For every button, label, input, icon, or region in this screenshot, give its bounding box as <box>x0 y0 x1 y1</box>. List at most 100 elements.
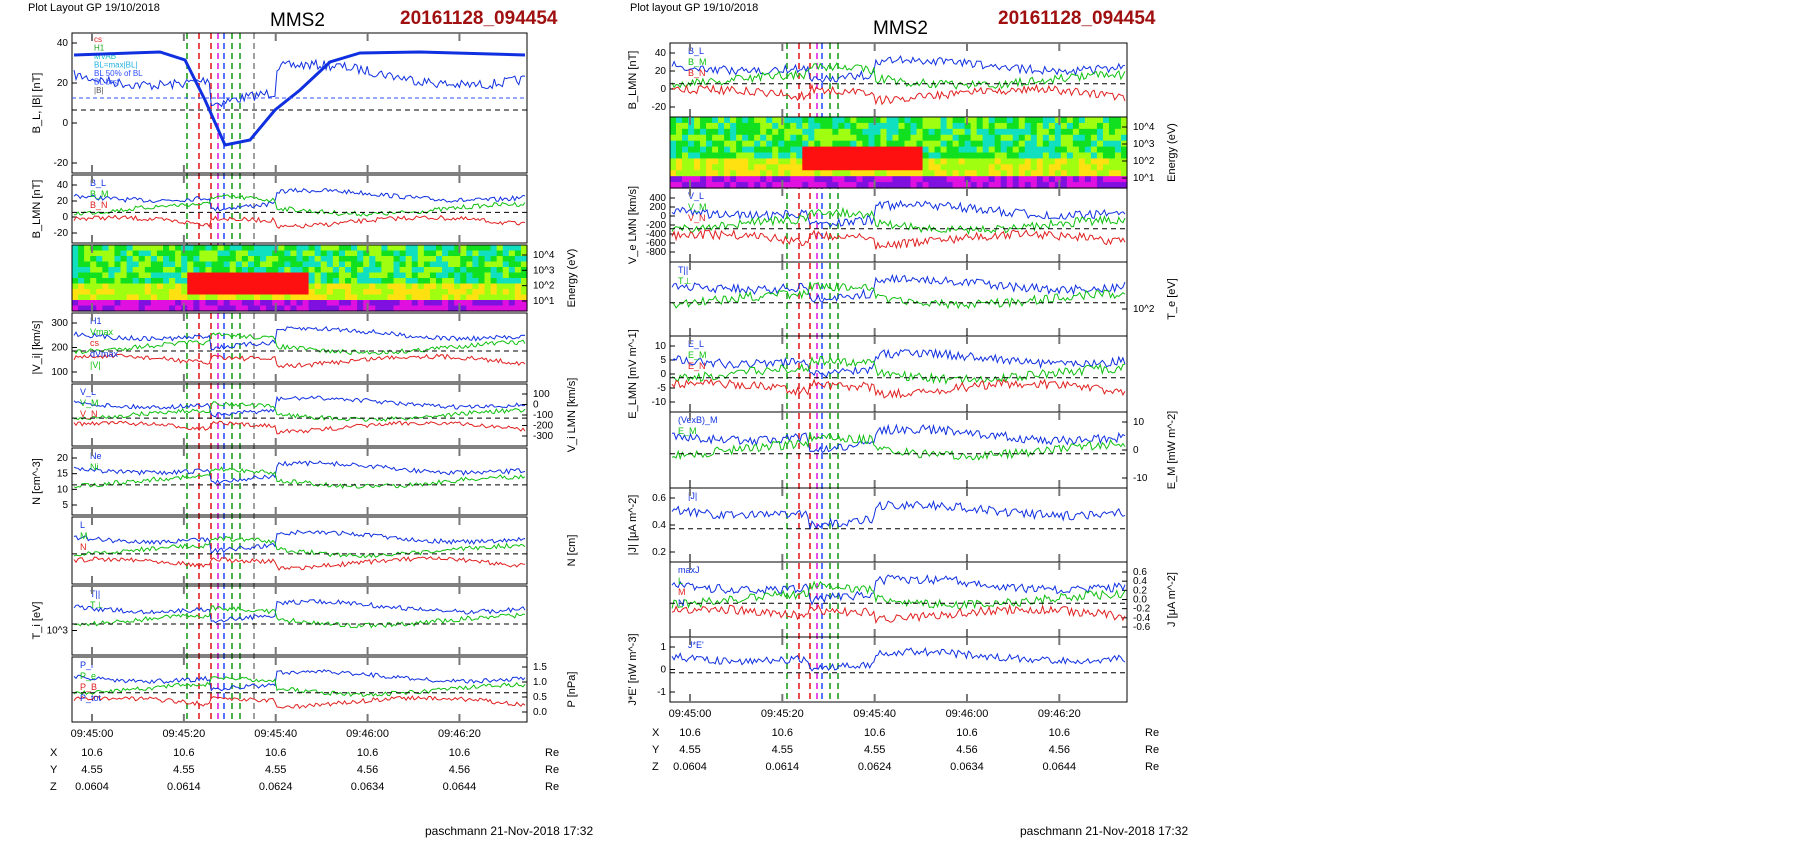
spectrogram-cell <box>1090 176 1098 183</box>
spectrogram-cell <box>520 272 528 279</box>
spectrogram-cell <box>90 250 97 257</box>
spectrogram-cell <box>78 261 85 268</box>
spectrogram-cell <box>296 289 304 296</box>
spectrogram-cell <box>423 256 431 263</box>
legend-entry: H1 <box>94 44 105 53</box>
spectrogram-cell <box>326 305 334 312</box>
spectrogram-cell <box>472 250 480 257</box>
spectrogram-cell <box>682 152 689 160</box>
spectrogram-cell <box>784 158 791 165</box>
spectrogram-cell <box>754 152 761 160</box>
spectrogram-cell <box>235 261 243 268</box>
spectrogram-cell <box>898 158 906 165</box>
spectrogram-cell <box>448 267 455 274</box>
spectrogram-cell <box>187 294 194 301</box>
spectrogram-cell <box>90 261 97 268</box>
spectrogram-cell <box>1042 164 1050 171</box>
spectrogram-cell <box>982 146 990 154</box>
y-tick-label: 40 <box>655 48 667 59</box>
spectrogram-cell <box>217 272 225 279</box>
spectrogram-cell <box>393 267 401 274</box>
spectrogram-cell <box>694 122 701 130</box>
spectrogram-cell <box>357 289 364 296</box>
spectrogram-cell <box>820 182 827 189</box>
spectrogram-cell <box>502 283 510 290</box>
spectrogram-cell <box>1036 140 1044 148</box>
spectrogram-cell <box>375 245 382 252</box>
spectrogram-cell <box>78 278 85 285</box>
spectrogram-cell <box>393 245 401 252</box>
spectrogram-cell <box>520 289 528 296</box>
spectrogram-cell <box>138 245 146 252</box>
spectrogram-cell <box>886 164 894 171</box>
spectrogram-cell <box>345 294 352 301</box>
spectrogram-cell <box>736 182 743 189</box>
spectrogram-cell <box>736 117 743 124</box>
spectrogram-cell <box>211 250 219 257</box>
spectrogram-cell <box>175 256 182 263</box>
spectrogram-cell <box>736 134 743 142</box>
spectrogram-cell <box>1060 152 1068 160</box>
time-tick-label: 09:46:00 <box>346 728 389 740</box>
spectrogram-cell <box>150 278 158 285</box>
spectrogram-cell <box>844 146 851 154</box>
spectrogram-cell <box>460 256 467 263</box>
series-label: T⊥ <box>678 276 691 286</box>
spectrogram-cell <box>193 283 200 290</box>
spectrogram-cell <box>284 300 291 307</box>
spectrogram-cell <box>84 261 91 268</box>
spectrogram-cell <box>1114 134 1122 142</box>
spectrogram-cell <box>126 300 134 307</box>
spectrogram-cell <box>108 294 116 301</box>
spectrogram-cell <box>478 305 486 312</box>
spectrogram-cell <box>235 272 243 279</box>
spectrogram-cell <box>760 117 767 124</box>
spectrogram-cell <box>910 140 918 148</box>
spectrogram-cell <box>308 250 316 257</box>
spectrogram-cell <box>670 134 677 142</box>
spectrogram-cell <box>826 158 833 165</box>
spectrogram-cell <box>314 278 322 285</box>
spectrogram-cell <box>952 117 960 124</box>
spectrogram-cell <box>754 182 761 189</box>
spectrogram-cell <box>772 140 779 148</box>
spectrogram-cell <box>982 170 990 177</box>
spectrogram-cell <box>466 278 473 285</box>
spectrogram-cell <box>338 283 346 290</box>
spectrogram-cell <box>96 305 103 312</box>
spectrogram-cell <box>405 245 413 252</box>
spectrogram-cell <box>766 128 773 136</box>
spectrogram-cell <box>946 182 954 189</box>
spectrogram-cell <box>1000 158 1008 165</box>
spectrogram-cell <box>199 245 207 252</box>
spectrogram-cell <box>150 283 158 290</box>
spectrogram-cell <box>958 134 966 142</box>
spectrogram-cell <box>126 250 134 257</box>
spectrogram-cell <box>838 170 845 177</box>
spectrogram-cell <box>898 146 906 154</box>
spectrogram-cell <box>1072 158 1080 165</box>
spectrogram-cell <box>411 261 419 268</box>
spectrogram-cell <box>235 294 243 301</box>
spectrogram-cell <box>874 158 882 165</box>
spectrogram-cell <box>508 283 516 290</box>
spectrogram-cell <box>78 283 85 290</box>
spectrogram-cell <box>922 176 930 183</box>
spectrogram-cell <box>826 146 833 154</box>
spectrogram-cell <box>417 278 425 285</box>
spectrogram-cell <box>254 289 261 296</box>
spectrogram-cell <box>916 176 924 183</box>
spectrogram-cell <box>856 176 864 183</box>
data-trace <box>671 431 1126 461</box>
spectrogram-cell <box>1006 182 1014 189</box>
spectrogram-cell <box>1090 182 1098 189</box>
spectrogram-cell <box>820 158 827 165</box>
spectrogram-cell <box>1102 140 1110 148</box>
y-tick-label: 0.0 <box>533 707 547 718</box>
spectrogram-cell <box>874 164 882 171</box>
spectrogram-cell <box>381 305 389 312</box>
spectrogram-cell <box>72 245 79 252</box>
y-axis-label: Energy (eV) <box>566 249 578 308</box>
spectrogram-cell <box>223 267 231 274</box>
spectrogram-cell <box>688 152 695 160</box>
